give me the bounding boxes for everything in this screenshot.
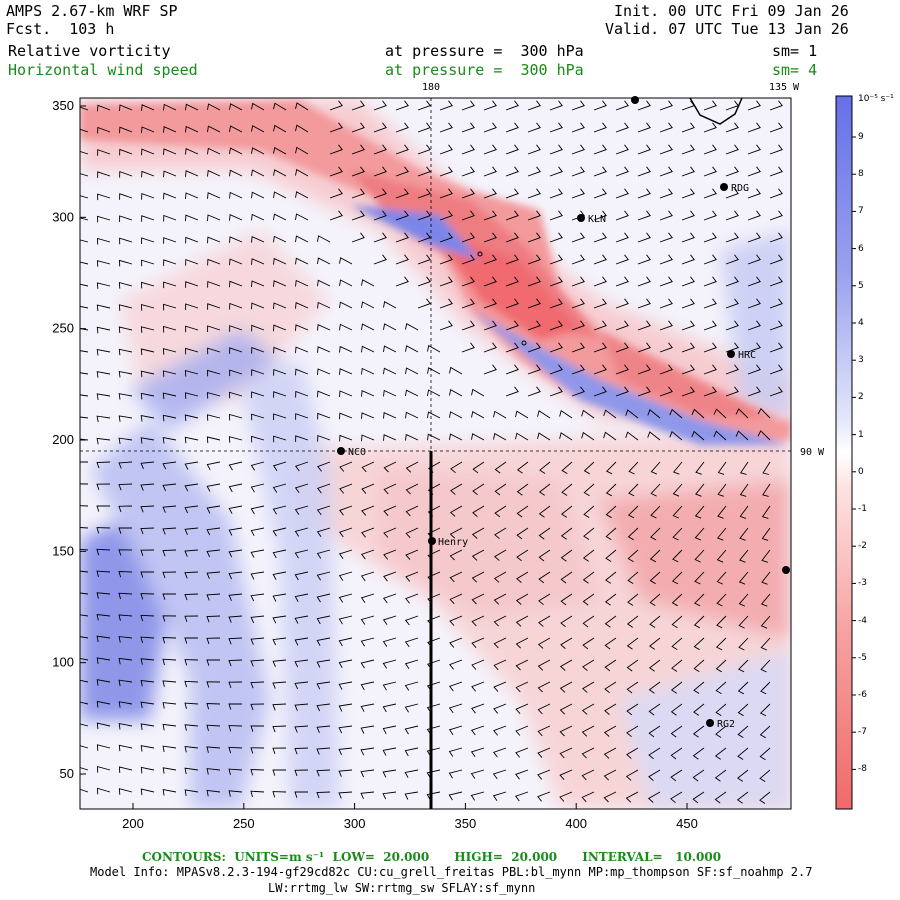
station-rdg: RDG: [731, 183, 749, 194]
colorbar-label: 0: [858, 466, 864, 477]
station-dot-rg2[interactable]: [706, 719, 714, 727]
colorbar-label: 8: [858, 169, 864, 180]
station-dot-nco[interactable]: [337, 447, 345, 455]
colorbar-label: 9: [858, 132, 864, 142]
station-kln: KLN: [588, 214, 606, 225]
small-marker-1: [477, 251, 483, 257]
station-hrc: HRC: [738, 350, 756, 361]
init-time: Init. 00 UTC Fri 09 Jan 26: [614, 2, 849, 20]
x-tick-label: 300: [344, 816, 366, 831]
field1-smooth: sm= 1: [772, 42, 818, 60]
station-dot-henry[interactable]: [428, 537, 436, 545]
x-tick-label: 400: [565, 816, 587, 831]
colorbar-label: 3: [858, 355, 864, 366]
station-dot-rdg[interactable]: [720, 183, 728, 191]
vorticity-field: [80, 98, 791, 809]
contours-info: CONTOURS: UNITS=m s⁻¹ LOW= 20.000 HIGH= …: [142, 850, 722, 864]
y-tick-label: 150: [52, 543, 74, 558]
y-tick-label: 50: [60, 766, 74, 781]
station-dot-east[interactable]: [782, 566, 790, 574]
field1-name: Relative vorticity: [8, 42, 171, 60]
station-dot-kln[interactable]: [577, 214, 585, 222]
colorbar-label: -7: [858, 727, 867, 738]
colorbar-label: -6: [858, 690, 867, 700]
plot-frame: [79, 97, 792, 810]
x-tick-label: 450: [676, 816, 698, 831]
colorbar-label: -1: [858, 504, 867, 514]
coastline: [689, 97, 743, 125]
y-tick-label: 300: [52, 209, 74, 224]
x-tick-label: 200: [122, 816, 144, 831]
colorbar-unit: 10⁻⁵ s⁻¹: [858, 94, 894, 104]
y-tick-label: 100: [52, 655, 74, 670]
label-90w: 90 W: [800, 447, 825, 458]
y-tick-label: 200: [52, 432, 74, 447]
y-tick-label: 350: [52, 98, 74, 113]
valid-time: Valid. 07 UTC Tue 13 Jan 26: [605, 20, 849, 38]
label-135w: 135 W: [769, 82, 800, 93]
field2-smooth: sm= 4: [772, 61, 818, 79]
wind-barbs: [80, 100, 783, 804]
field2-name: Horizontal wind speed: [8, 61, 198, 79]
x-tick-label: 250: [233, 816, 255, 831]
station-rg2: RG2: [717, 719, 735, 730]
colorbar: [835, 95, 856, 810]
colorbar-label: -2: [858, 541, 867, 552]
station-dot-hrc[interactable]: [727, 350, 735, 358]
x-axis: 200 250 300 350 400 450: [122, 803, 698, 831]
x-tick-label: 350: [455, 816, 477, 831]
field2-level: at pressure = 300 hPa: [385, 61, 584, 79]
field1-level: at pressure = 300 hPa: [385, 42, 584, 60]
station-henry: Henry: [438, 537, 468, 548]
station-dot-top[interactable]: [631, 96, 639, 104]
label-180: 180: [422, 82, 440, 93]
model-title: AMPS 2.67-km WRF SP: [6, 2, 178, 20]
colorbar-label: -5: [858, 652, 867, 663]
colorbar-label: 1: [858, 429, 864, 440]
colorbar-label: 2: [858, 392, 864, 403]
colorbar-label: 6: [858, 243, 864, 254]
y-tick-label: 250: [52, 321, 74, 336]
station-nco: NCO: [348, 447, 366, 458]
colorbar-label: 4: [858, 318, 864, 328]
forecast-hour: Fcst. 103 h: [6, 20, 115, 38]
colorbar-label: 5: [858, 280, 864, 291]
colorbar-label: -8: [858, 764, 867, 775]
small-marker-2: [521, 340, 527, 346]
colorbar-label: -3: [858, 578, 867, 589]
colorbar-label: 7: [858, 206, 864, 217]
model-info-2: LW:rrtmg_lw SW:rrtmg_sw SFLAY:sf_mynn: [268, 881, 536, 895]
model-info: Model Info: MPASv8.2.3-194-gf29cd82c CU:…: [90, 865, 813, 879]
station-markers: RDG KLN HRC NCO Henry RG2: [337, 96, 790, 730]
y-axis: 50 100 150 200 250 300 350: [52, 98, 86, 781]
colorbar-label: -4: [858, 615, 867, 626]
